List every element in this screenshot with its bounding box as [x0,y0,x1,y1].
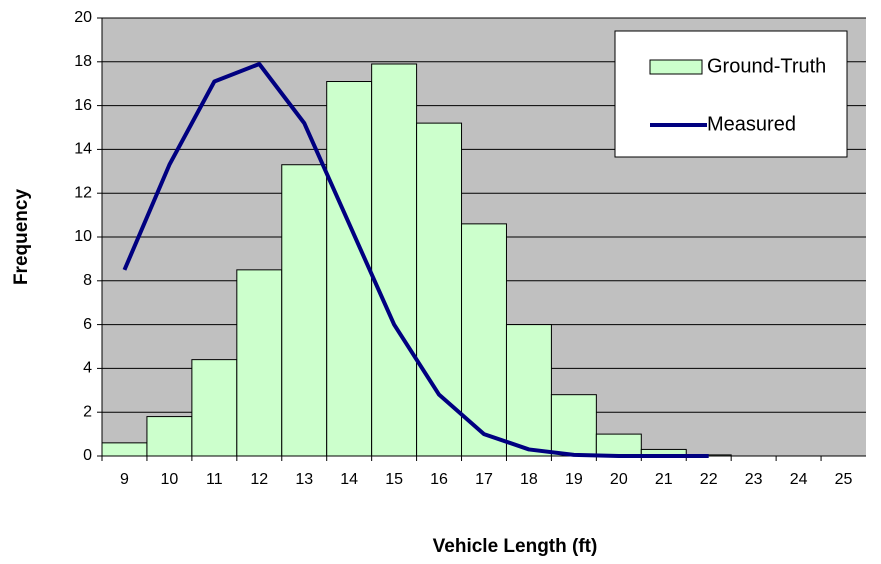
bar [101,442,148,457]
y-tick-label: 4 [83,360,92,377]
legend-label: Ground-Truth [707,55,826,77]
y-tick-label: 8 [83,272,92,289]
y-tick-label: 2 [83,403,92,420]
y-tick-label: 18 [74,53,92,70]
x-tick-label: 16 [430,471,448,488]
x-tick-label: 23 [745,471,763,488]
y-tick-label: 12 [74,184,92,201]
legend: Ground-Truth Measured [614,30,848,158]
y-tick-label: 0 [83,447,92,464]
y-tick-label: 16 [74,97,92,114]
y-tick-label: 6 [83,316,92,333]
legend-label: Measured [707,113,796,135]
line [122,61,709,458]
bar [505,324,552,457]
x-tick-label: 15 [385,471,403,488]
x-tick-label: 13 [295,471,313,488]
x-tick-label: 14 [340,471,358,488]
legend-box [614,30,848,158]
bar [146,416,193,457]
x-tick-label: 21 [655,471,673,488]
lines [122,61,709,458]
bar [281,164,328,457]
y-axis-title: Frequency [11,189,32,286]
y-tick-label: 10 [74,228,92,245]
legend-swatch [649,59,703,75]
y-tick-label: 14 [74,141,92,158]
bar [236,269,283,457]
x-tick-label: 12 [250,471,268,488]
x-tick-label: 17 [475,471,493,488]
x-tick-label: 25 [835,471,853,488]
x-tick-label: 18 [520,471,538,488]
bar [416,122,463,457]
x-tick-label: 19 [565,471,583,488]
bar [326,81,373,457]
bars [101,63,732,457]
bar [595,433,642,457]
x-tick-label: 10 [161,471,179,488]
x-tick-label: 11 [206,471,223,488]
x-tick-label: 22 [700,471,718,488]
x-axis-title: Vehicle Length (ft) [433,536,598,557]
x-tick-label: 9 [120,471,129,488]
bar [371,63,418,457]
y-tick-label: 20 [74,9,92,26]
bar [191,359,238,457]
bar [550,394,597,457]
x-tick-label: 24 [790,471,808,488]
x-tick-label: 20 [610,471,628,488]
bar [461,223,507,457]
